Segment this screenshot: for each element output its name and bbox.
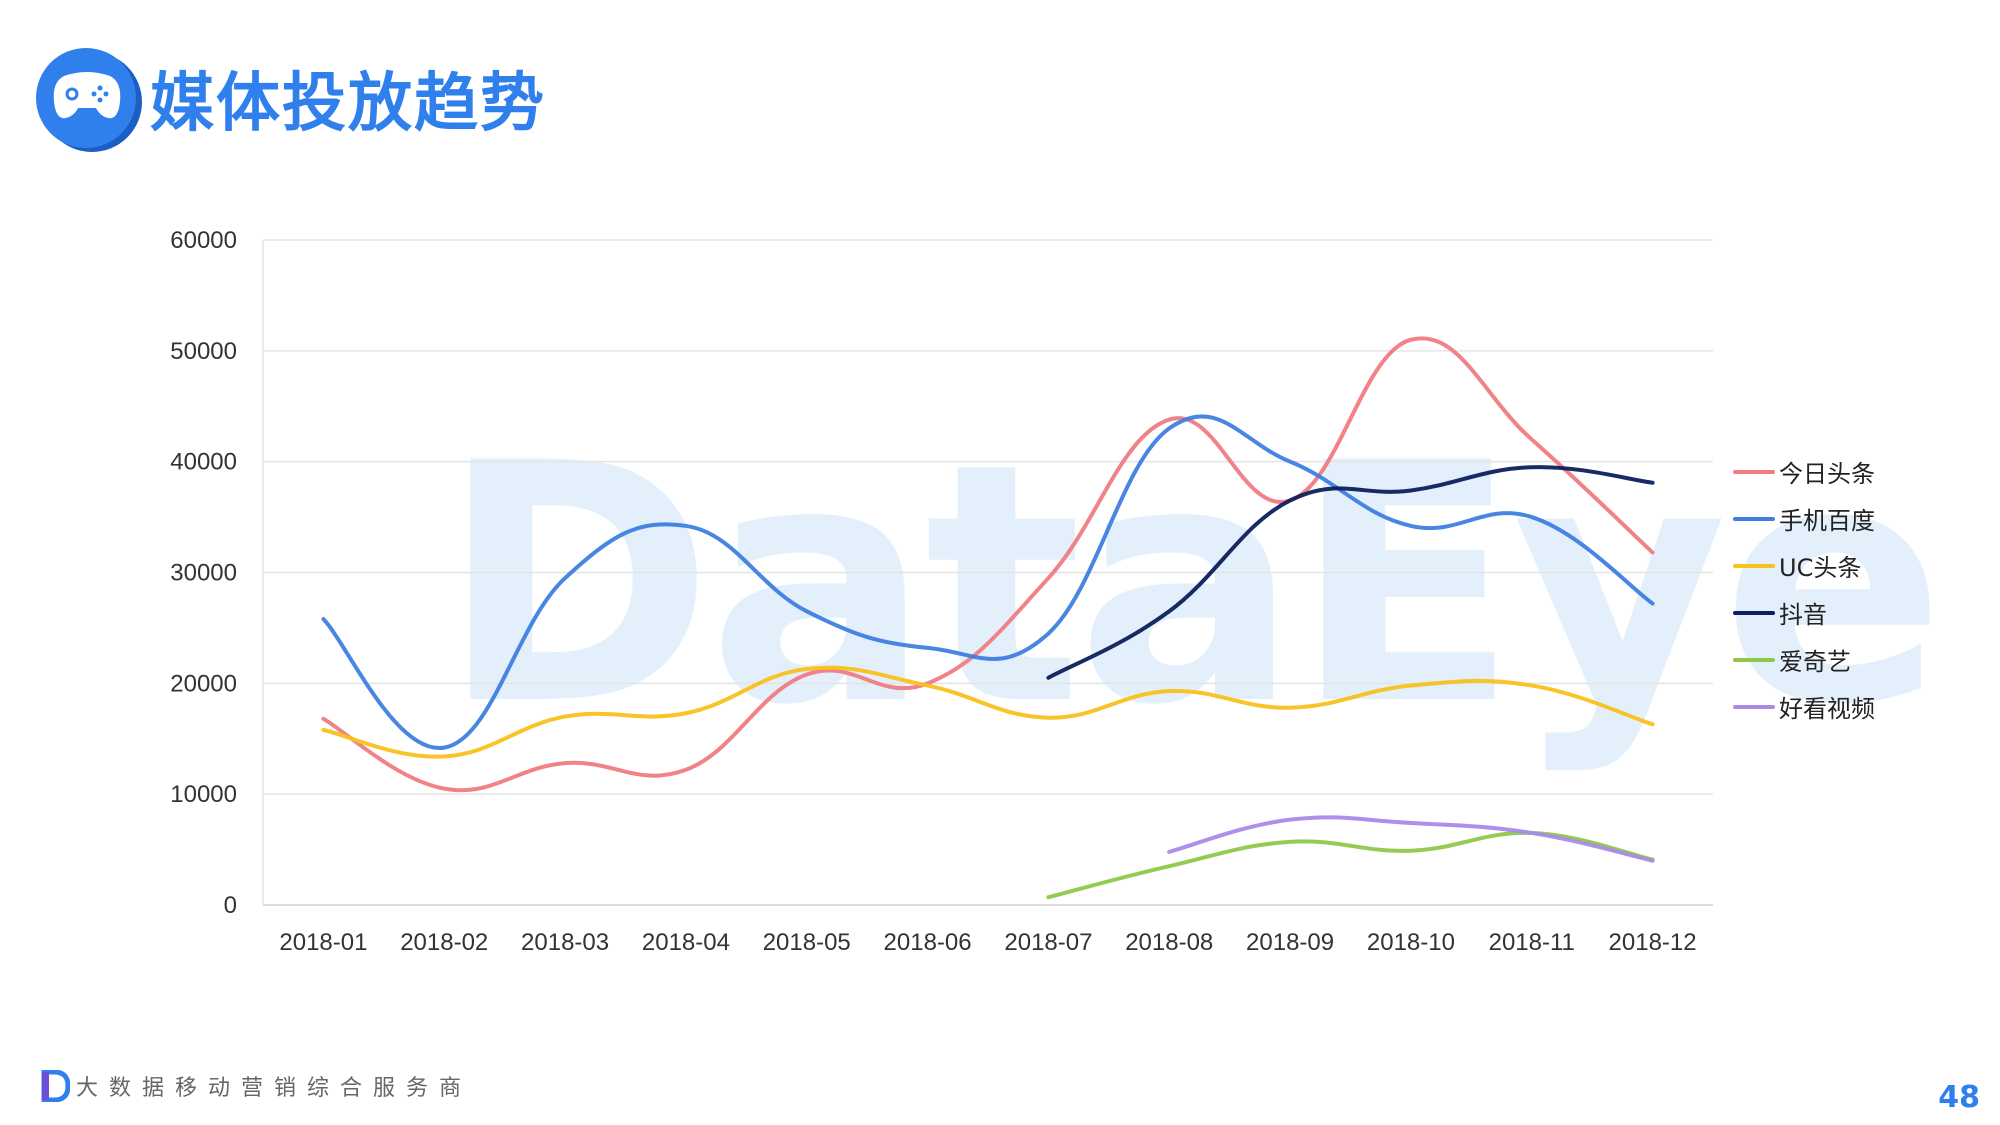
- legend-label: 抖音: [1779, 601, 1827, 629]
- page-header: 媒体投放趋势: [36, 48, 546, 148]
- y-tick-label: 0: [224, 892, 237, 919]
- x-tick-label: 2018-07: [1004, 929, 1092, 956]
- chart-series: [321, 336, 1655, 900]
- x-tick-label: 2018-08: [1125, 929, 1213, 956]
- legend-item: 今日头条: [1733, 448, 1875, 495]
- series-line-3: [1046, 465, 1655, 680]
- x-tick-label: 2018-11: [1489, 929, 1575, 956]
- legend-label: 好看视频: [1779, 695, 1875, 723]
- gamepad-icon: [36, 48, 136, 148]
- legend-item: 抖音: [1733, 589, 1875, 636]
- dataeye-logo-icon: [40, 1069, 71, 1103]
- legend-swatch: [1733, 563, 1775, 568]
- y-tick-label: 50000: [170, 338, 237, 365]
- x-tick-label: 2018-05: [763, 929, 851, 956]
- x-tick-label: 2018-09: [1246, 929, 1334, 956]
- x-tick-label: 2018-01: [279, 929, 367, 956]
- legend-label: UC头条: [1779, 554, 1862, 582]
- page-title: 媒体投放趋势: [150, 67, 546, 141]
- legend-item: UC头条: [1733, 542, 1875, 589]
- x-tick-label: 2018-02: [400, 929, 488, 956]
- series-line-0: [321, 336, 1655, 793]
- legend-swatch: [1733, 657, 1775, 662]
- chart-grid: [262, 239, 1713, 906]
- legend-item: 手机百度: [1733, 495, 1875, 542]
- chart-legend: 今日头条手机百度 UC头条抖音爱奇艺好看视频: [1733, 448, 1875, 730]
- footer-slogan: 大数据移动营销综合服务商: [76, 1076, 473, 1101]
- page-number: 48: [1938, 1080, 1980, 1115]
- series-line-4: [1046, 830, 1655, 900]
- legend-label: 今日头条: [1779, 460, 1875, 488]
- legend-label: 手机百度: [1779, 507, 1875, 535]
- y-axis-ticks: 0 10000 20000 30000 40000 50000 60000: [170, 227, 237, 919]
- x-tick-label: 2018-12: [1609, 929, 1697, 956]
- legend-swatch: [1733, 704, 1775, 709]
- series-line-2: [321, 665, 1655, 759]
- x-tick-label: 2018-04: [642, 929, 730, 956]
- legend-label: 爱奇艺: [1779, 648, 1851, 676]
- series-line-5: [1167, 815, 1655, 863]
- x-tick-label: 2018-03: [521, 929, 609, 956]
- legend-item: 好看视频: [1733, 683, 1875, 730]
- footer: 大数据移动营销综合服务商: [40, 1069, 473, 1103]
- x-tick-label: 2018-10: [1367, 929, 1455, 956]
- y-tick-label: 10000: [170, 781, 237, 808]
- x-axis-ticks: 2018-01 2018-02 2018-03 2018-04 2018-05 2018-…: [279, 929, 1696, 956]
- legend-swatch: [1733, 610, 1775, 615]
- x-tick-label: 2018-06: [884, 929, 972, 956]
- y-tick-label: 30000: [170, 560, 237, 587]
- watermark: DataEye: [440, 393, 1945, 777]
- y-tick-label: 60000: [170, 227, 237, 254]
- legend-item: 爱奇艺: [1733, 636, 1875, 683]
- y-tick-label: 20000: [170, 670, 237, 697]
- legend-swatch: [1733, 469, 1775, 474]
- y-tick-label: 40000: [170, 449, 237, 476]
- legend-swatch: [1733, 516, 1775, 521]
- series-line-1: [321, 414, 1655, 750]
